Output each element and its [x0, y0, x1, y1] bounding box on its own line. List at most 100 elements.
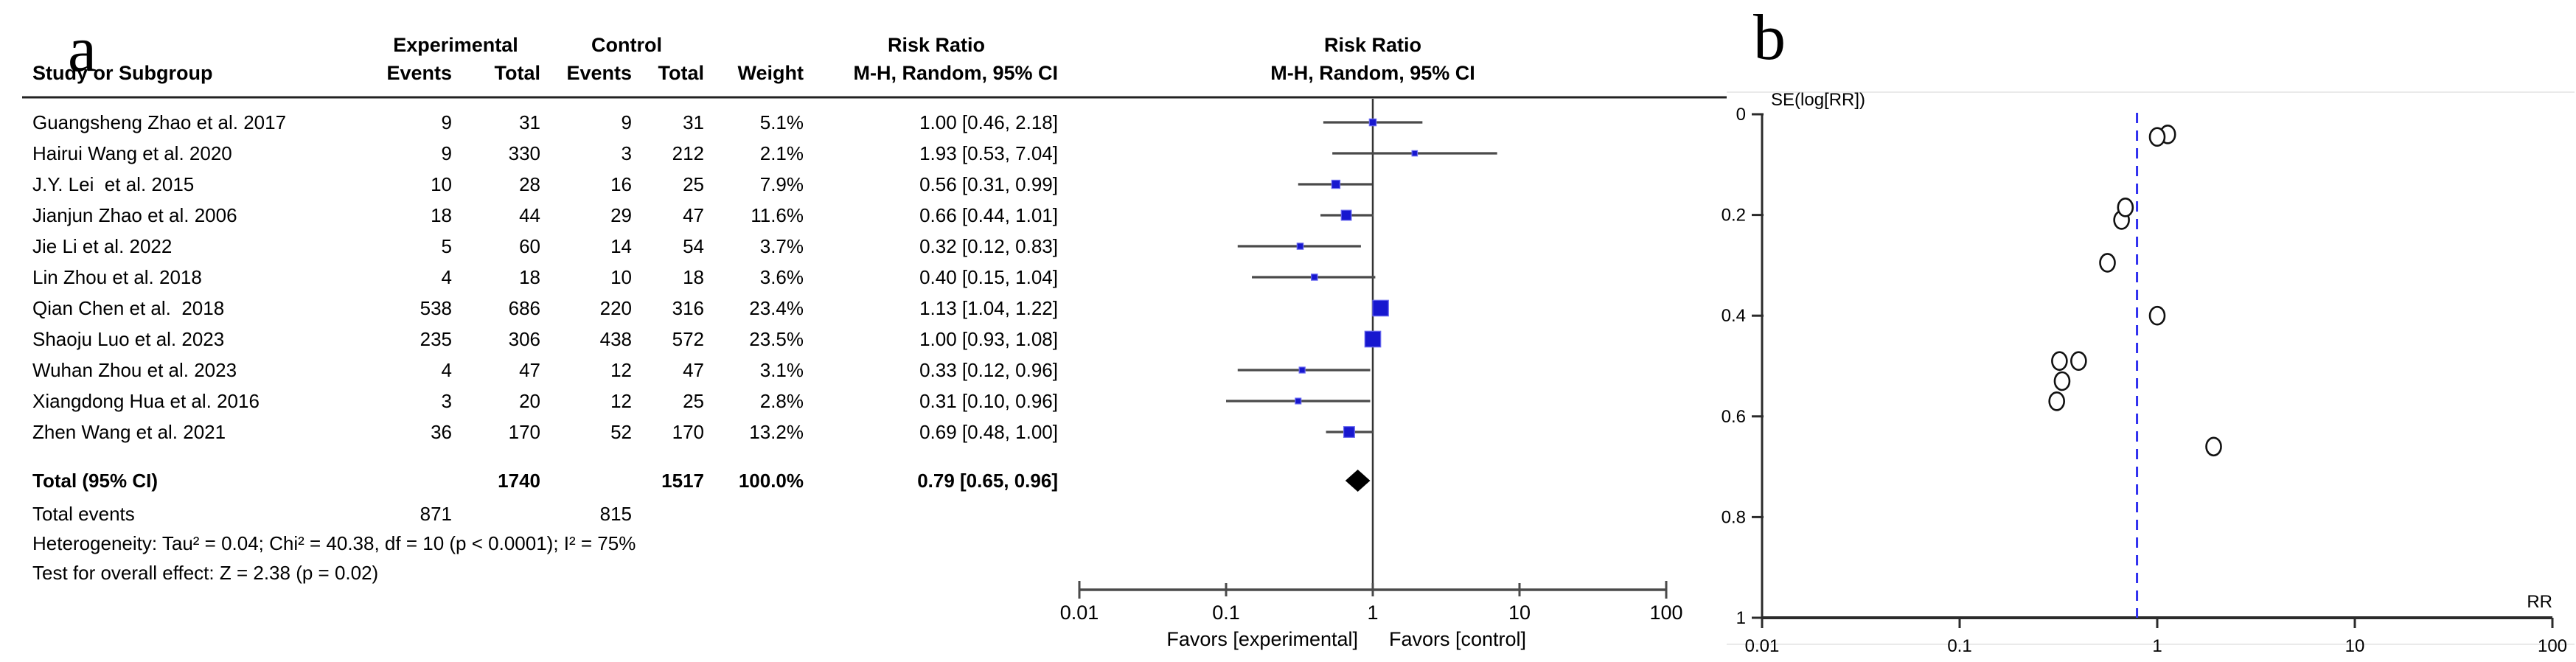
risk-ratio-ci-value: 0.66 [0.44, 1.01]: [919, 204, 1058, 226]
effect-square: [1331, 179, 1341, 189]
funnel-point: [2051, 351, 2068, 371]
total-events-experimental: 871: [420, 503, 452, 525]
panel-b-label: b: [1753, 2, 1786, 74]
weight-value: 11.6%: [751, 204, 804, 226]
header-risk-ratio-plot: Risk Ratio: [1323, 34, 1422, 56]
control-events-value: 12: [610, 359, 632, 381]
experimental-total-value: 31: [519, 111, 540, 133]
experimental-total-value: 28: [519, 173, 540, 195]
control-total-value: 54: [683, 235, 704, 257]
effect-square: [1368, 118, 1377, 127]
funnel-y-tick-label: 0.8: [1722, 507, 1746, 527]
table-row: Wuhan Zhou et al. 2023 4 47 12 47 3.1% 0…: [0, 355, 1106, 386]
header-mh-random-ci: M-H, Random, 95% CI: [853, 62, 1058, 84]
weight-value: 5.1%: [759, 111, 804, 133]
effect-square: [1340, 209, 1352, 221]
funnel-x-tick-label: 0.1: [1947, 636, 1971, 656]
control-total-value: 212: [672, 142, 704, 164]
experimental-events-value: 235: [420, 328, 452, 350]
control-events-value: 3: [621, 142, 632, 164]
control-events-value: 12: [610, 390, 632, 412]
experimental-total-value: 18: [519, 266, 540, 288]
experimental-total-value: 306: [508, 328, 540, 350]
header-mh-random-ci-plot: M-H, Random, 95% CI: [1270, 62, 1475, 84]
total-events-control: 815: [599, 503, 632, 525]
funnel-x-tick-label: 0.01: [1745, 636, 1780, 656]
weight-value: 7.9%: [759, 173, 804, 195]
experimental-events-value: 3: [441, 390, 452, 412]
experimental-events-value: 4: [441, 266, 452, 288]
risk-ratio-ci-value: 0.40 [0.15, 1.04]: [919, 266, 1058, 288]
risk-ratio-ci-value: 1.93 [0.53, 7.04]: [919, 142, 1058, 164]
experimental-total-value: 47: [519, 359, 540, 381]
experimental-total-value: 44: [519, 204, 540, 226]
header-study-or-subgroup: Study or Subgroup: [32, 62, 213, 84]
control-events-value: 438: [599, 328, 632, 350]
study-name: Lin Zhou et al. 2018: [32, 266, 202, 288]
table-row: Jianjun Zhao et al. 2006 18 44 29 47 11.…: [0, 200, 1106, 231]
table-row: Zhen Wang et al. 2021 36 170 52 170 13.2…: [0, 417, 1106, 447]
funnel-y-tick-label: 0.6: [1722, 407, 1746, 427]
total-label: Total (95% CI): [32, 470, 158, 492]
funnel-point: [2148, 127, 2166, 147]
control-events-value: 29: [610, 204, 632, 226]
effect-square: [1296, 243, 1304, 250]
experimental-events-value: 5: [441, 235, 452, 257]
risk-ratio-ci-value: 1.00 [0.46, 2.18]: [919, 111, 1058, 133]
overall-effect-text: Test for overall effect: Z = 2.38 (p = 0…: [32, 562, 379, 584]
risk-ratio-ci-value: 0.56 [0.31, 0.99]: [919, 173, 1058, 195]
control-total-value: 170: [672, 421, 704, 443]
control-total-value: 47: [683, 204, 704, 226]
funnel-point: [2205, 436, 2222, 457]
study-name: Hairui Wang et al. 2020: [32, 142, 232, 164]
study-name: Qian Chen et al. 2018: [32, 297, 225, 319]
experimental-events-value: 9: [441, 142, 452, 164]
header-experimental-group: Experimental: [393, 34, 518, 56]
total-row: Total (95% CI) 1740 1517 100.0% 0.79 [0.…: [0, 465, 1106, 496]
study-name: Zhen Wang et al. 2021: [32, 421, 226, 443]
funnel-point: [2048, 391, 2065, 411]
effect-square: [1295, 397, 1302, 405]
funnel-y-tick-label: 0.2: [1722, 206, 1746, 226]
control-events-value: 52: [610, 421, 632, 443]
study-name: Jianjun Zhao et al. 2006: [32, 204, 237, 226]
control-events-value: 9: [621, 111, 632, 133]
forest-tick-label: 0.01: [1060, 602, 1099, 624]
weight-value: 3.1%: [759, 359, 804, 381]
total-risk-ratio-ci: 0.79 [0.65, 0.96]: [917, 470, 1058, 492]
funnel-point: [2113, 210, 2130, 230]
total-events-label: Total events: [32, 503, 135, 525]
weight-value: 2.8%: [759, 390, 804, 412]
funnel-x-tick-label: 100: [2538, 636, 2567, 656]
forest-tick-label: 1: [1367, 602, 1378, 624]
table-row: Shaoju Luo et al. 2023 235 306 438 572 2…: [0, 324, 1106, 355]
experimental-total-value: 330: [508, 142, 540, 164]
header-control-events: Events: [566, 62, 632, 84]
total-weight: 100.0%: [738, 470, 804, 492]
weight-value: 3.7%: [759, 235, 804, 257]
study-name: J.Y. Lei et al. 2015: [32, 173, 195, 195]
study-name: Wuhan Zhou et al. 2023: [32, 359, 237, 381]
experimental-events-value: 18: [431, 204, 452, 226]
table-row: Lin Zhou et al. 2018 4 18 10 18 3.6% 0.4…: [0, 262, 1106, 293]
risk-ratio-ci-value: 1.13 [1.04, 1.22]: [919, 297, 1058, 319]
weight-value: 3.6%: [759, 266, 804, 288]
header-experimental-events: Events: [386, 62, 452, 84]
header-risk-ratio-column: Risk Ratio: [887, 34, 986, 56]
risk-ratio-ci-value: 0.33 [0.12, 0.96]: [919, 359, 1058, 381]
experimental-total-value: 170: [508, 421, 540, 443]
risk-ratio-ci-value: 1.00 [0.93, 1.08]: [919, 328, 1058, 350]
funnel-point: [2053, 371, 2071, 391]
funnel-x-tick-label: 1: [2152, 636, 2162, 656]
study-name: Guangsheng Zhao et al. 2017: [32, 111, 287, 133]
risk-ratio-ci-value: 0.31 [0.10, 0.96]: [919, 390, 1058, 412]
total-control-n: 1517: [661, 470, 704, 492]
heterogeneity-text: Heterogeneity: Tau² = 0.04; Chi² = 40.38…: [32, 532, 636, 554]
experimental-total-value: 686: [508, 297, 540, 319]
experimental-total-value: 60: [519, 235, 540, 257]
effect-square: [1372, 299, 1389, 317]
table-row: Hairui Wang et al. 2020 9 330 3 212 2.1%…: [0, 138, 1106, 169]
control-total-value: 25: [683, 390, 704, 412]
control-total-value: 47: [683, 359, 704, 381]
